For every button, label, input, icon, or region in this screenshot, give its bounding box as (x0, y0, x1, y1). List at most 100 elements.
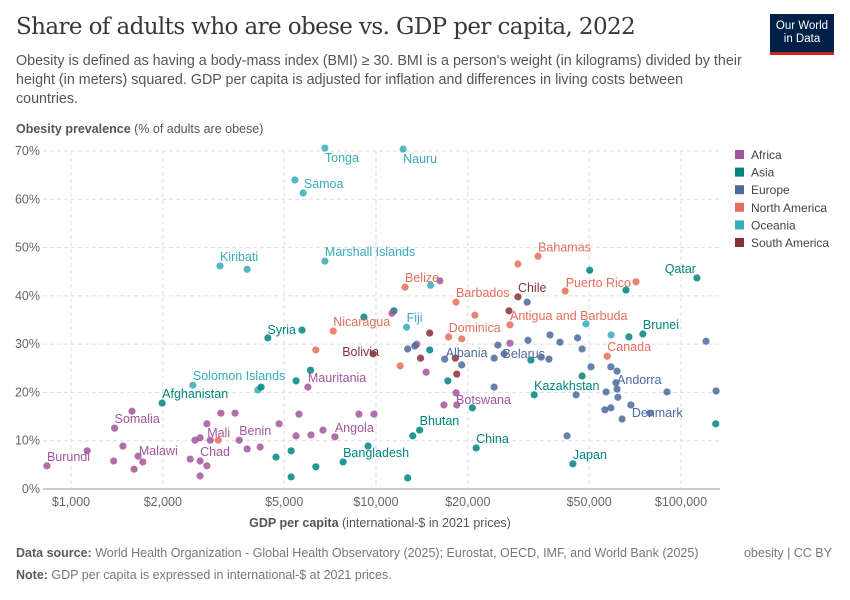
point-label: Mali (207, 426, 230, 440)
data-point (231, 409, 239, 417)
data-point (523, 298, 531, 306)
point-label: Andorra (617, 373, 662, 387)
license[interactable]: obesity | CC BY (743, 546, 832, 560)
legend-swatch (735, 220, 744, 230)
data-point (292, 377, 300, 385)
data-point (614, 393, 622, 401)
data-point (572, 391, 580, 399)
data-point (196, 457, 204, 465)
data-point (404, 345, 412, 353)
point-label: Somalia (115, 412, 160, 426)
data-point (712, 420, 720, 428)
data-point (399, 145, 407, 153)
data-point (130, 465, 138, 473)
point-label: Brunei (643, 318, 679, 332)
data-point (196, 472, 204, 480)
data-point (458, 361, 466, 369)
data-point (426, 281, 435, 289)
data-point (582, 320, 590, 328)
data-point (304, 383, 312, 391)
x-tick-label: $1,000 (52, 495, 90, 509)
data-point (203, 420, 211, 428)
data-point (622, 286, 630, 294)
data-point (506, 339, 514, 347)
data-point (494, 341, 502, 349)
point-label: Chile (518, 281, 547, 295)
data-point (287, 473, 295, 481)
data-point (663, 388, 671, 396)
data-point (612, 379, 620, 387)
data-point (530, 391, 538, 399)
x-tick-label: $5,000 (265, 495, 303, 509)
data-point (618, 415, 626, 423)
data-point (490, 354, 498, 362)
data-point (563, 432, 571, 440)
data-point (235, 436, 243, 444)
owid-logo[interactable]: Our World in Data (770, 14, 834, 55)
point-label: Samoa (304, 177, 344, 191)
legend-item: Asia (751, 166, 775, 180)
data-point (546, 331, 554, 339)
data-point (321, 144, 329, 152)
legend-item: North America (751, 201, 827, 215)
data-point (111, 424, 119, 432)
data-point (471, 311, 479, 319)
data-point (545, 355, 553, 363)
y-tick-label: 20% (15, 385, 40, 399)
data-point (243, 445, 251, 453)
point-label: Fiji (407, 311, 423, 325)
point-label: Bangladesh (343, 446, 409, 460)
point-label: Qatar (665, 262, 696, 276)
data-point (500, 350, 508, 358)
data-point (364, 442, 372, 450)
data-point (275, 420, 283, 428)
data-point (388, 309, 396, 317)
data-point (110, 457, 118, 465)
point-label: Dominica (449, 321, 501, 335)
data-point (83, 447, 91, 455)
point-label: Mauritania (308, 371, 366, 385)
data-point (401, 283, 409, 291)
data-point (602, 388, 610, 396)
data-point (196, 434, 204, 442)
y-tick-label: 40% (15, 289, 40, 303)
point-label: Puerto Rico (566, 276, 631, 290)
data-point (256, 443, 264, 451)
data-point (607, 331, 615, 339)
legend-item: Africa (751, 148, 782, 162)
data-point (452, 298, 460, 306)
data-point (287, 447, 295, 455)
note: Note: GDP per capita is expressed in int… (16, 568, 392, 582)
data-point (119, 442, 127, 450)
data-point (556, 338, 564, 346)
point-label: Syria (268, 323, 297, 337)
data-point (613, 367, 621, 375)
point-label: Belize (405, 271, 439, 285)
point-label: Denmark (632, 406, 683, 420)
data-point (578, 372, 586, 380)
point-label: Benin (239, 424, 271, 438)
legend-item: Oceania (751, 218, 796, 232)
x-axis-label: GDP per capita (international-$ in 2021 … (249, 516, 511, 530)
x-tick-label: $10,000 (353, 495, 398, 509)
point-label: Bhutan (420, 414, 460, 428)
data-point (422, 368, 430, 376)
point-label: Barbados (456, 286, 510, 300)
x-tick-label: $50,000 (567, 495, 612, 509)
point-label: Belarus (503, 347, 545, 361)
data-point (390, 307, 398, 315)
data-point (537, 353, 545, 361)
point-label: Nicaragua (333, 315, 390, 329)
data-point (601, 406, 609, 414)
data-source: Data source: World Health Organization -… (16, 546, 698, 560)
data-point (426, 346, 434, 354)
data-point (331, 433, 339, 441)
data-point (306, 366, 315, 374)
legend-item: Europe (751, 183, 790, 197)
data-point (321, 257, 329, 265)
data-point (445, 333, 453, 341)
point-label: Botswana (456, 393, 511, 407)
data-point (468, 404, 476, 412)
data-point (355, 410, 363, 418)
data-point (514, 293, 522, 301)
